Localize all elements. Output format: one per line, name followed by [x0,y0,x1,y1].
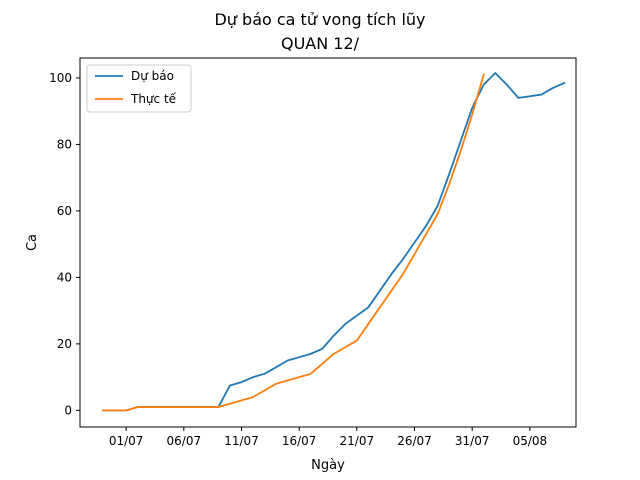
x-axis-label: Ngày [311,458,345,473]
y-axis-ticks: 0 20 40 60 80 100 [49,71,80,417]
x-tick-label: 11/07 [224,434,259,448]
y-tick-label: 60 [57,204,72,218]
x-axis-ticks: 01/07 06/07 11/07 16/07 21/07 26/07 31/07 05/08 [109,427,547,448]
x-tick-label: 05/08 [513,434,548,448]
y-tick-label: 80 [57,137,72,151]
y-tick-label: 0 [64,403,72,417]
y-tick-label: 40 [57,270,72,284]
chart-subtitle: QUAN 12/ [281,34,360,53]
y-tick-label: 100 [49,71,72,85]
x-tick-label: 16/07 [282,434,317,448]
plot-frame [79,57,577,428]
series-line-thuc-te [102,73,485,412]
x-tick-label: 21/07 [340,434,375,448]
y-tick-label: 20 [57,337,72,351]
x-tick-label: 01/07 [109,434,144,448]
y-axis-label: Ca [25,234,40,251]
legend: Dự báo Thực tế [86,64,192,113]
x-tick-label: 31/07 [455,434,490,448]
chart-title: Dự báo ca tử vong tích lũy [214,10,425,29]
legend-label-du-bao: Dự báo [131,69,174,83]
x-tick-label: 26/07 [397,434,432,448]
series-layer [102,72,566,412]
legend-label-thuc-te: Thực tế [130,92,177,106]
x-tick-label: 06/07 [167,434,202,448]
